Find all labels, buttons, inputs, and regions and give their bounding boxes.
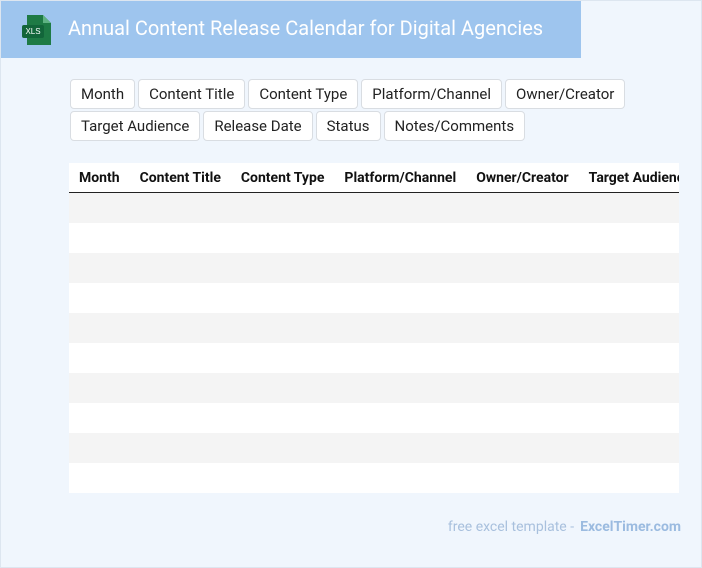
column-header: Platform/Channel	[344, 169, 457, 186]
column-header: Month	[79, 169, 120, 186]
column-tags: Month Content Title Content Type Platform/C…	[70, 79, 630, 141]
column-tag[interactable]: Release Date	[203, 111, 313, 141]
table-row	[69, 433, 679, 463]
table-row	[69, 283, 679, 313]
column-tag[interactable]: Target Audience	[70, 111, 201, 141]
header-bar: XLS Annual Content Release Calendar for …	[1, 1, 581, 58]
table-row	[69, 403, 679, 433]
column-tag[interactable]: Notes/Comments	[383, 111, 526, 141]
table-row	[69, 373, 679, 403]
table-row	[69, 343, 679, 373]
footer: free excel template - ExcelTimer.com	[448, 519, 681, 535]
column-tag[interactable]: Owner/Creator	[505, 79, 626, 109]
table-header: Month Content Title Content Type Platform/C…	[69, 163, 679, 193]
column-tag[interactable]: Status	[315, 111, 381, 141]
column-tag[interactable]: Content Title	[138, 79, 246, 109]
column-tag[interactable]: Platform/Channel	[361, 79, 503, 109]
column-header: Content Title	[139, 169, 221, 186]
data-table: Month Content Title Content Type Platform/C…	[69, 163, 679, 493]
footer-text: free excel template -	[447, 519, 575, 535]
icon-label: XLS	[25, 27, 40, 36]
table-body	[69, 193, 679, 493]
xls-icon: XLS	[22, 15, 51, 45]
table-row	[69, 223, 679, 253]
page-title: Annual Content Release Calendar for Digi…	[68, 16, 544, 40]
table-row	[69, 463, 679, 493]
column-header: Target Audience	[588, 169, 679, 186]
table-row	[69, 313, 679, 343]
column-tag[interactable]: Month	[70, 79, 136, 109]
column-header: Owner/Creator	[476, 169, 569, 186]
table-row	[69, 193, 679, 223]
column-header: Content Type	[240, 169, 325, 186]
footer-brand[interactable]: ExcelTimer.com	[580, 519, 681, 535]
column-tag[interactable]: Content Type	[248, 79, 359, 109]
table-row	[69, 253, 679, 283]
